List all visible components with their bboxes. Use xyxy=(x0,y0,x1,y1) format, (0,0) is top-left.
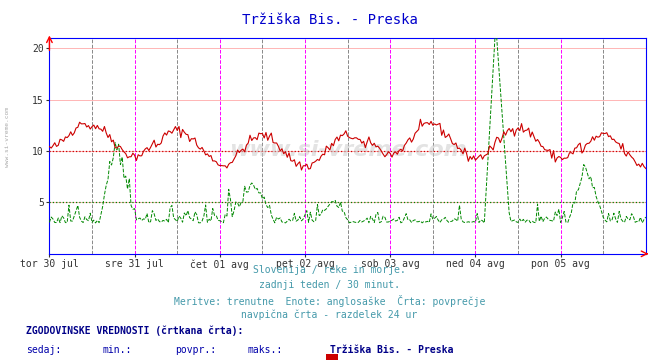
Text: Slovenija / reke in morje.: Slovenija / reke in morje. xyxy=(253,265,406,275)
Text: www.si-vreme.com: www.si-vreme.com xyxy=(5,107,11,167)
Text: sedaj:: sedaj: xyxy=(26,345,61,355)
Text: www.si-vreme.com: www.si-vreme.com xyxy=(229,140,467,160)
Text: zadnji teden / 30 minut.: zadnji teden / 30 minut. xyxy=(259,280,400,290)
Text: maks.:: maks.: xyxy=(247,345,282,355)
Text: povpr.:: povpr.: xyxy=(175,345,215,355)
Text: min.:: min.: xyxy=(102,345,132,355)
Text: Tržiška Bis. - Preska: Tržiška Bis. - Preska xyxy=(330,345,453,355)
Text: Meritve: trenutne  Enote: anglosaške  Črta: povprečje: Meritve: trenutne Enote: anglosaške Črta… xyxy=(174,295,485,307)
Text: ZGODOVINSKE VREDNOSTI (črtkana črta):: ZGODOVINSKE VREDNOSTI (črtkana črta): xyxy=(26,326,244,336)
Text: navpična črta - razdelek 24 ur: navpična črta - razdelek 24 ur xyxy=(241,310,418,320)
Text: Tržiška Bis. - Preska: Tržiška Bis. - Preska xyxy=(242,13,417,27)
